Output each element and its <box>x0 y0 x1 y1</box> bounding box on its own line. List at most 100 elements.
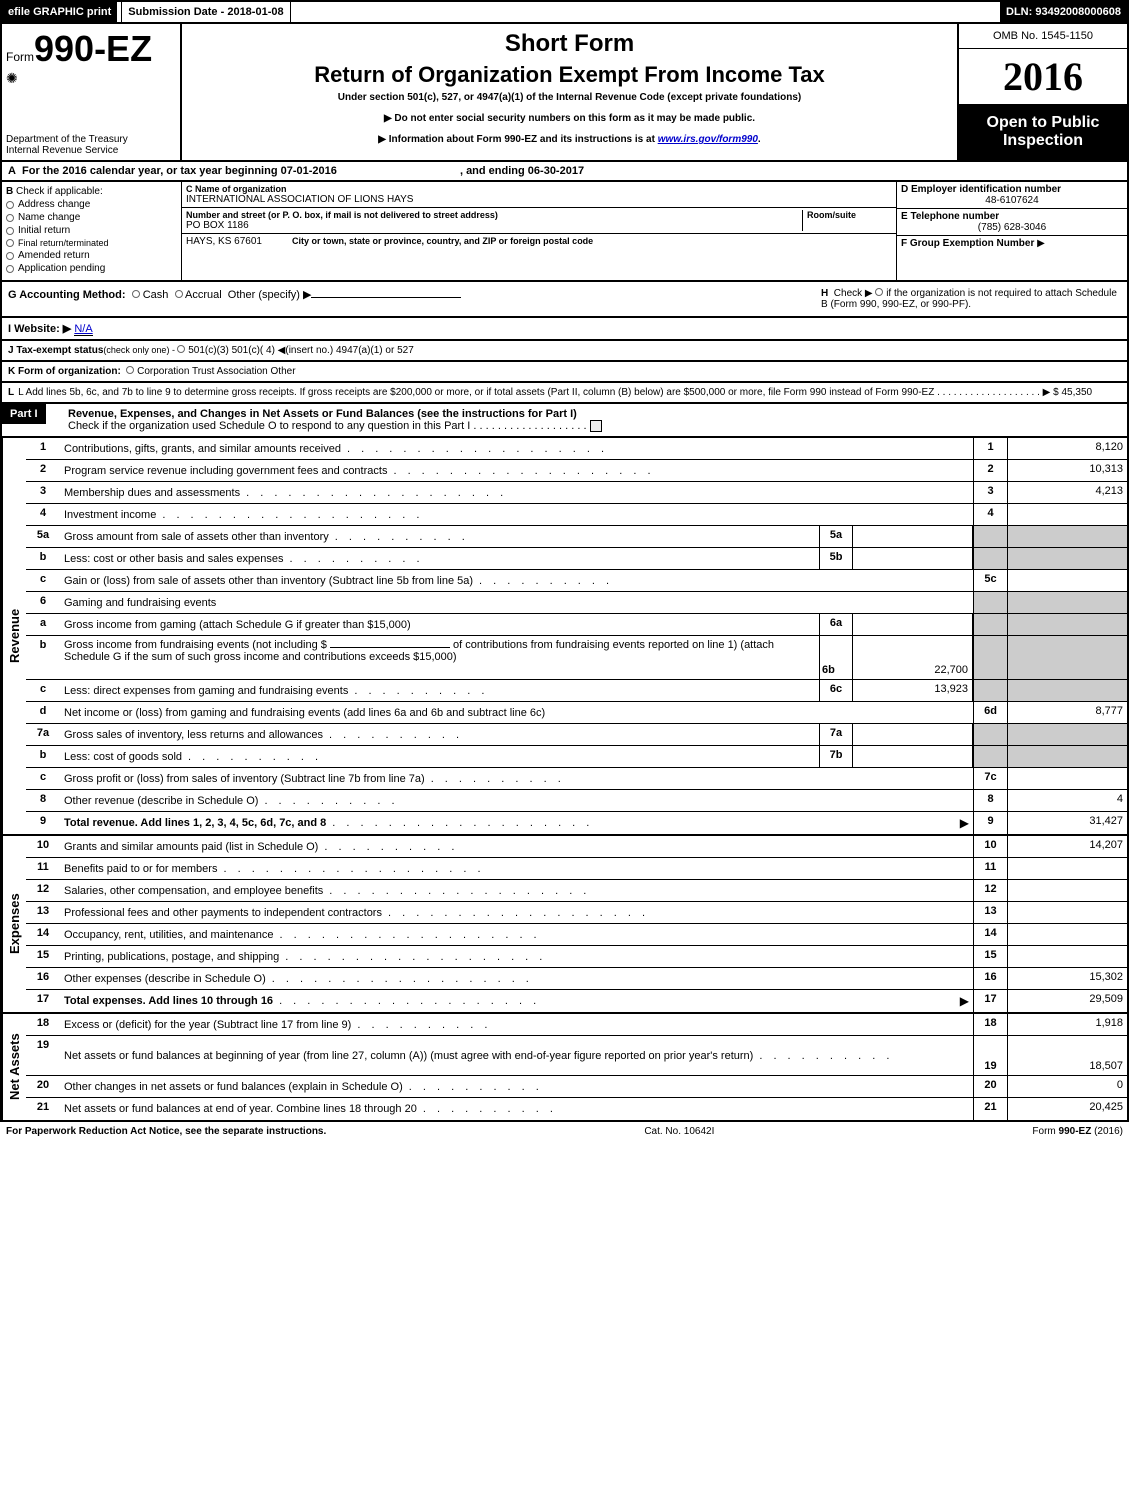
line-desc: Printing, publications, postage, and shi… <box>64 951 279 963</box>
line-6: 6 Gaming and fundraising events <box>26 592 1127 614</box>
other-option: Other (specify) ▶ <box>228 289 312 301</box>
line-11: 11 Benefits paid to or for members. . . … <box>26 858 1127 880</box>
amt-no-gray <box>973 592 1007 613</box>
sub-val <box>853 526 973 547</box>
line-7a: 7a Gross sales of inventory, less return… <box>26 724 1127 746</box>
footer: For Paperwork Reduction Act Notice, see … <box>0 1122 1129 1141</box>
amt-val-gray <box>1007 636 1127 679</box>
line-desc: Other expenses (describe in Schedule O) <box>64 973 266 985</box>
amt-no: 17 <box>973 990 1007 1012</box>
row-I: I Website: ▶ N/A <box>0 318 1129 341</box>
amt-val: 15,302 <box>1007 968 1127 989</box>
line-no: b <box>26 548 60 569</box>
other-specify-input[interactable] <box>311 297 461 298</box>
dln-label: DLN: <box>1006 6 1035 18</box>
amt-val-gray <box>1007 548 1127 569</box>
expenses-section: Expenses 10 Grants and similar amounts p… <box>0 836 1129 1014</box>
amt-val: 20,425 <box>1007 1098 1127 1120</box>
part1-desc: Revenue, Expenses, and Changes in Net As… <box>62 404 1127 436</box>
part1-title: Revenue, Expenses, and Changes in Net As… <box>68 408 577 420</box>
amt-val: 18,507 <box>1007 1036 1127 1075</box>
col-D: D Employer identification number 48-6107… <box>897 182 1127 280</box>
amt-val-gray <box>1007 724 1127 745</box>
radio-icon[interactable] <box>175 290 183 298</box>
arrow-icon: ▶ <box>1043 387 1051 398</box>
dots: . . . . . . . . . . . . . . . . . . . <box>272 973 969 985</box>
amt-val <box>1007 946 1127 967</box>
check-address-change[interactable]: Address change <box>6 199 177 210</box>
fundraising-amount-input[interactable] <box>330 647 450 648</box>
checkbox-icon <box>6 227 14 235</box>
dots: . . . . . . . . . . . . . . . . . . . <box>246 487 969 499</box>
radio-icon[interactable] <box>132 290 140 298</box>
line-no: 12 <box>26 880 60 901</box>
ein-label: D Employer identification number <box>901 184 1123 195</box>
line-7b: b Less: cost of goods sold. . . . . . . … <box>26 746 1127 768</box>
cash-option: Cash <box>143 289 169 301</box>
col-C: C Name of organization INTERNATIONAL ASS… <box>182 182 897 280</box>
line-no: b <box>26 746 60 767</box>
amt-val: 29,509 <box>1007 990 1127 1012</box>
section-BCD: B Check if applicable: Address change Na… <box>0 182 1129 282</box>
check-initial-return[interactable]: Initial return <box>6 225 177 236</box>
dln: DLN: 93492008000608 <box>1000 2 1127 22</box>
amt-no-gray <box>973 724 1007 745</box>
line-8: 8 Other revenue (describe in Schedule O)… <box>26 790 1127 812</box>
net-assets-section: Net Assets 18 Excess or (deficit) for th… <box>0 1014 1129 1122</box>
top-bar-left: efile GRAPHIC print Submission Date - 20… <box>2 1 291 23</box>
dln-value: 93492008000608 <box>1035 6 1121 18</box>
amt-no-gray <box>973 526 1007 547</box>
efile-print-button[interactable]: efile GRAPHIC print <box>2 2 117 22</box>
amt-no: 5c <box>973 570 1007 591</box>
amt-no: 7c <box>973 768 1007 789</box>
line-no: 4 <box>26 504 60 525</box>
line-desc: Grants and similar amounts paid (list in… <box>64 841 318 853</box>
website-value[interactable]: N/A <box>74 323 92 336</box>
radio-icon[interactable] <box>177 345 185 353</box>
footer-left: For Paperwork Reduction Act Notice, see … <box>6 1126 326 1137</box>
row-A-label: A <box>8 165 22 177</box>
footer-right: Form 990-EZ (2016) <box>1032 1126 1123 1137</box>
checkbox-icon[interactable] <box>875 288 883 296</box>
amt-val-gray <box>1007 592 1127 613</box>
form-number: 990-EZ <box>34 28 152 69</box>
line-6a: a Gross income from gaming (attach Sched… <box>26 614 1127 636</box>
city-value: HAYS, KS 67601 <box>186 236 262 247</box>
check-final-return[interactable]: Final return/terminated <box>6 238 177 248</box>
part1-header: Part I Revenue, Expenses, and Changes in… <box>0 404 1129 438</box>
dots: . . . . . . . . . . . . . . . . . . . <box>388 907 969 919</box>
line-desc: Excess or (deficit) for the year (Subtra… <box>64 1019 351 1031</box>
dots: . . . . . . . . . . . . . . . . . . . <box>347 443 969 455</box>
dots: . . . . . . . . . . <box>357 1019 969 1031</box>
irs-form990-link[interactable]: www.irs.gov/form990 <box>658 134 758 145</box>
radio-icon[interactable] <box>126 366 134 374</box>
line-13: 13 Professional fees and other payments … <box>26 902 1127 924</box>
amt-no-gray <box>973 614 1007 635</box>
sub-val: 13,923 <box>853 680 973 701</box>
line-16: 16 Other expenses (describe in Schedule … <box>26 968 1127 990</box>
check-name-change[interactable]: Name change <box>6 212 177 223</box>
check-amended-return[interactable]: Amended return <box>6 250 177 261</box>
line-desc: Gross income from gaming (attach Schedul… <box>64 619 411 631</box>
check-application-pending[interactable]: Application pending <box>6 263 177 274</box>
line-1: 1 Contributions, gifts, grants, and simi… <box>26 438 1127 460</box>
schedule-o-checkbox[interactable] <box>590 420 602 432</box>
arrow-icon: ▶ <box>960 816 969 830</box>
amt-no-gray <box>973 746 1007 767</box>
sub-val: 22,700 <box>853 636 973 679</box>
line-no: 21 <box>26 1098 60 1120</box>
dots: . . . . . . . . . . . . . . . . . . . <box>332 817 960 829</box>
line-7c: c Gross profit or (loss) from sales of i… <box>26 768 1127 790</box>
top-bar: efile GRAPHIC print Submission Date - 20… <box>0 0 1129 24</box>
under-section: Under section 501(c), 527, or 4947(a)(1)… <box>338 92 801 103</box>
dept-treasury: Department of the Treasury Internal Reve… <box>6 134 176 156</box>
tax-year: 2016 <box>959 49 1127 104</box>
dots: . . . . . . . . . . <box>409 1081 969 1093</box>
checkbox-icon <box>6 239 14 247</box>
line-no: 8 <box>26 790 60 811</box>
amt-val: 14,207 <box>1007 836 1127 857</box>
check-label: Amended return <box>18 250 90 261</box>
sub-no: 6a <box>819 614 853 635</box>
street-row: Number and street (or P. O. box, if mail… <box>182 208 896 234</box>
amt-no: 19 <box>973 1036 1007 1075</box>
